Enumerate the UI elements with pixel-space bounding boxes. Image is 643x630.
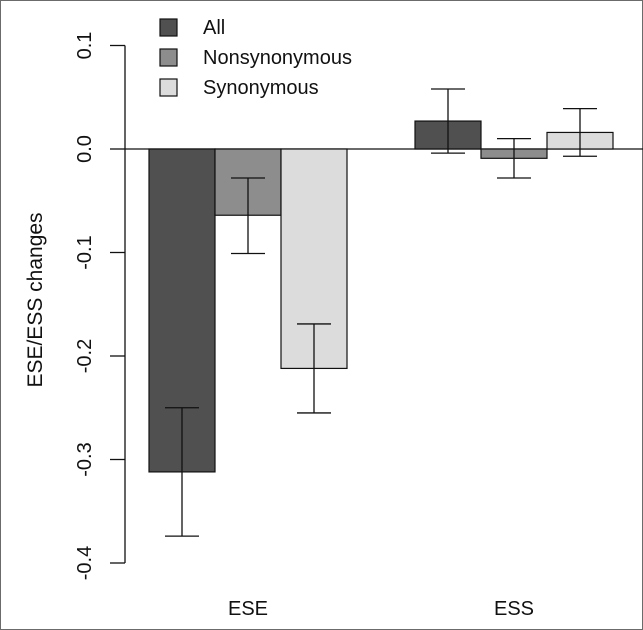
x-tick-label-ess: ESS bbox=[494, 598, 534, 620]
x-tick-label-ese: ESE bbox=[228, 598, 268, 620]
legend: All Nonsynonymous Synonymous bbox=[159, 17, 352, 99]
error-bars bbox=[165, 88, 597, 537]
y-tick-label: -0.4 bbox=[74, 546, 96, 580]
legend-swatch-nonsynonymous bbox=[159, 48, 178, 67]
y-tick-label: 0.0 bbox=[74, 135, 96, 163]
legend-swatch-all bbox=[159, 18, 178, 37]
y-tick-label: -0.2 bbox=[74, 339, 96, 373]
x-axis-labels: ESE ESS bbox=[228, 598, 534, 620]
y-tick-label: -0.3 bbox=[74, 442, 96, 476]
y-tick-label: 0.1 bbox=[74, 32, 96, 60]
legend-label-synonymous: Synonymous bbox=[203, 77, 319, 99]
y-axis-label: ESE/ESS changes bbox=[24, 212, 47, 387]
y-axis: -0.4 -0.3 -0.2 -0.1 0.0 0.1 bbox=[74, 32, 126, 580]
legend-label-nonsynonymous: Nonsynonymous bbox=[203, 47, 352, 69]
bars bbox=[148, 120, 614, 473]
y-tick-label: -0.1 bbox=[74, 235, 96, 269]
legend-swatch-synonymous bbox=[159, 78, 178, 97]
legend-label-all: All bbox=[203, 17, 225, 39]
